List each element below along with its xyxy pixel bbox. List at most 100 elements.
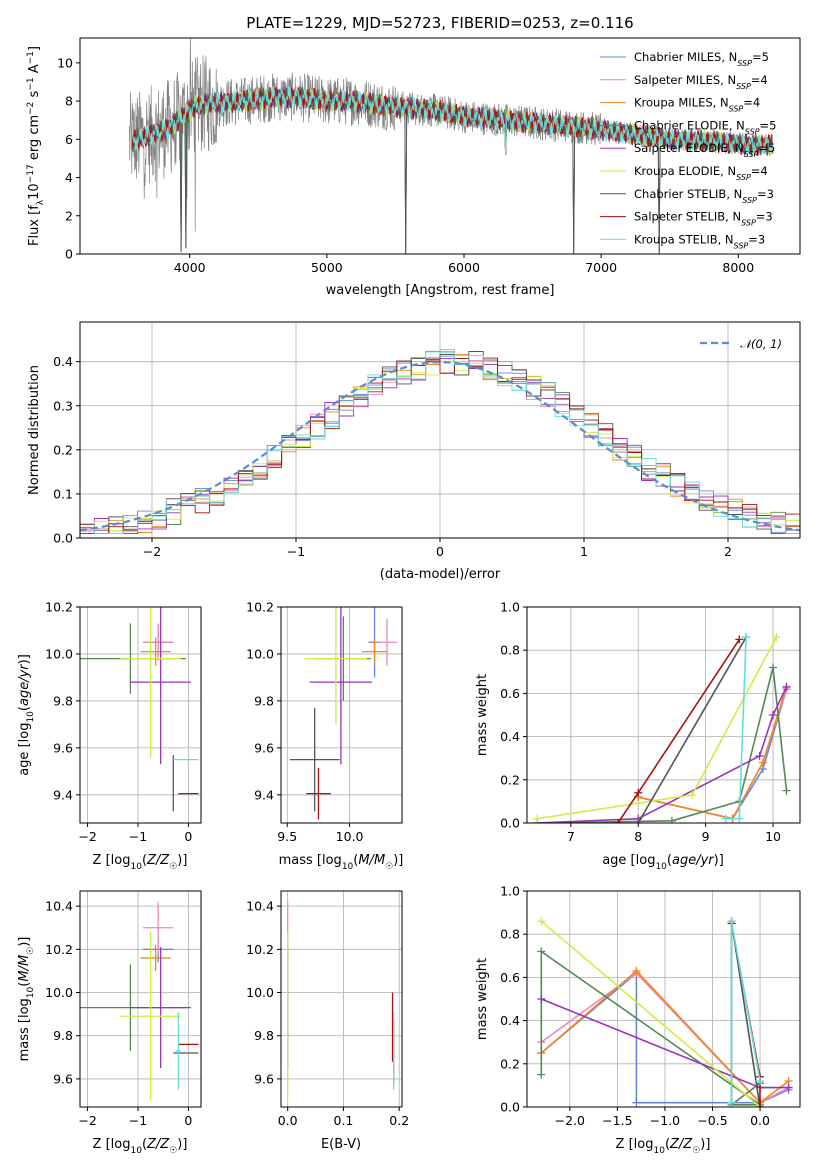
mass_vs_EBV-frame [280, 890, 403, 1108]
y-tick-label: 10.2 [45, 600, 73, 615]
x-tick-label: 9.5 [277, 829, 297, 844]
weight-marker [721, 814, 730, 823]
y-tick-label: 10 [57, 55, 73, 70]
weight-marker [756, 1077, 765, 1086]
weight-marker [537, 947, 546, 956]
y-tick-label: 0.0 [500, 1100, 520, 1115]
errorbar-point [143, 901, 174, 954]
x-tick-label: 0 [436, 544, 444, 559]
errorbar-point [120, 607, 181, 758]
legend-entry: Chabrier MILES, NSSP=5 [634, 50, 769, 68]
weight-marker [634, 819, 643, 823]
weight-marker [782, 786, 791, 795]
weight-marker [727, 1098, 736, 1107]
x-tick-label: −1.5 [602, 1113, 632, 1128]
x-tick-label: −1 [287, 544, 305, 559]
spectrum-frame [79, 37, 801, 255]
x-tick-label: −1 [129, 1113, 147, 1128]
y-tick-label: 0.2 [500, 772, 520, 787]
legend-entry: Chabrier ELODIE, NSSP=5 [634, 118, 776, 136]
age-vs-Z-ylabel: age [log10(age/yr)] [17, 654, 36, 776]
y-tick-label: 9.8 [254, 1028, 274, 1043]
weight-marker [634, 788, 643, 797]
x-tick-label: 0.0 [750, 1113, 770, 1128]
errorbar-point [120, 932, 181, 1101]
weight-marker [614, 819, 622, 823]
x-tick-label: 1 [580, 544, 588, 559]
y-tick-label: 0.4 [53, 354, 73, 369]
errorbar-point [289, 707, 340, 812]
y-tick-label: 0.0 [500, 816, 520, 831]
mass-vs-Z-ylabel: mass [log10(M/M☉)] [17, 937, 36, 1062]
weight-marker [784, 1083, 793, 1092]
weight-line [725, 637, 747, 820]
y-tick-label: 9.8 [53, 1028, 73, 1043]
y-tick-label: 0.8 [500, 927, 520, 942]
massweight_vs_age-axes [523, 606, 800, 827]
weight-marker [688, 790, 697, 799]
residuals-plot [80, 349, 800, 535]
figure-title: PLATE=1229, MJD=52723, FIBERID=0253, z=0… [246, 14, 633, 32]
weight-line [617, 638, 740, 823]
x-tick-label: 0 [184, 1113, 192, 1128]
errorbar-point [140, 637, 171, 666]
y-tick-label: 1.0 [500, 884, 520, 899]
y-tick-label: 10.2 [246, 600, 274, 615]
weight-marker [742, 633, 751, 642]
weight-vs-age-ylabel: mass weight [475, 674, 490, 756]
weight-marker [533, 814, 542, 823]
mass_vs_EBV-axes [277, 891, 402, 1111]
y-tick-label: 9.4 [254, 787, 274, 802]
x-tick-label: 0 [184, 829, 192, 844]
weight-marker [735, 635, 744, 644]
mass_vs_Z-plot [80, 901, 199, 1101]
weight-line [540, 920, 761, 1107]
mass_vs_Z-axes [76, 891, 201, 1111]
weight-marker [632, 966, 641, 975]
errorbar-point [304, 607, 368, 725]
x-tick-label: 9 [702, 829, 710, 844]
mass_vs_Z-frame [79, 890, 202, 1108]
massweight_vs_age-frame [526, 606, 801, 824]
age-vs-Z-xlabel: Z [log10(Z/Z☉)] [93, 853, 188, 872]
y-tick-label: 0.8 [500, 643, 520, 658]
weight-line [637, 636, 747, 823]
age_vs_mass-axes [277, 606, 402, 827]
massweight_vs_Z-plot [537, 917, 793, 1107]
x-tick-label: 5000 [311, 260, 343, 275]
hist-salpeter-stelib [80, 357, 800, 535]
y-tick-label: 9.6 [53, 1071, 73, 1086]
y-tick-label: 10.4 [246, 899, 274, 914]
weight-line [638, 686, 788, 820]
mass_vs_EBV-plot [287, 901, 395, 1101]
y-tick-label: 9.8 [254, 693, 274, 708]
weight-marker [758, 758, 767, 767]
y-tick-label: 0.3 [53, 398, 73, 413]
massweight_vs_Z-axes [523, 890, 800, 1111]
model-line-kroupa-stelib [131, 86, 773, 155]
y-tick-label: 0.6 [500, 686, 520, 701]
residuals-axes [76, 322, 800, 542]
errorbar-point [175, 1011, 181, 1090]
x-tick-label: −2 [78, 829, 96, 844]
errorbar-point [377, 618, 398, 666]
weight-marker [537, 917, 546, 926]
x-tick-label: −2 [143, 544, 161, 559]
x-tick-label: −1 [129, 829, 147, 844]
y-tick-label: 8 [65, 94, 73, 109]
mass-vs-Z-xlabel: Z [log10(Z/Z☉)] [93, 1137, 188, 1156]
errorbar-point [305, 767, 331, 820]
x-tick-label: −2.0 [555, 1113, 585, 1128]
y-tick-label: 0.4 [500, 1013, 520, 1028]
x-tick-label: 4000 [174, 260, 206, 275]
errorbar-point [143, 623, 174, 661]
weight-vs-Z-xlabel: Z [log10(Z/Z☉)] [616, 1137, 711, 1156]
weight-vs-Z-ylabel: mass weight [475, 958, 490, 1040]
weight-marker [755, 752, 764, 761]
y-tick-label: 4 [65, 170, 73, 185]
y-tick-label: 0 [65, 247, 73, 262]
x-tick-label: −1.0 [650, 1113, 680, 1128]
weight-marker [756, 1103, 765, 1107]
age_vs_mass-frame [280, 606, 403, 824]
hist-kroupa-stelib [80, 351, 800, 535]
